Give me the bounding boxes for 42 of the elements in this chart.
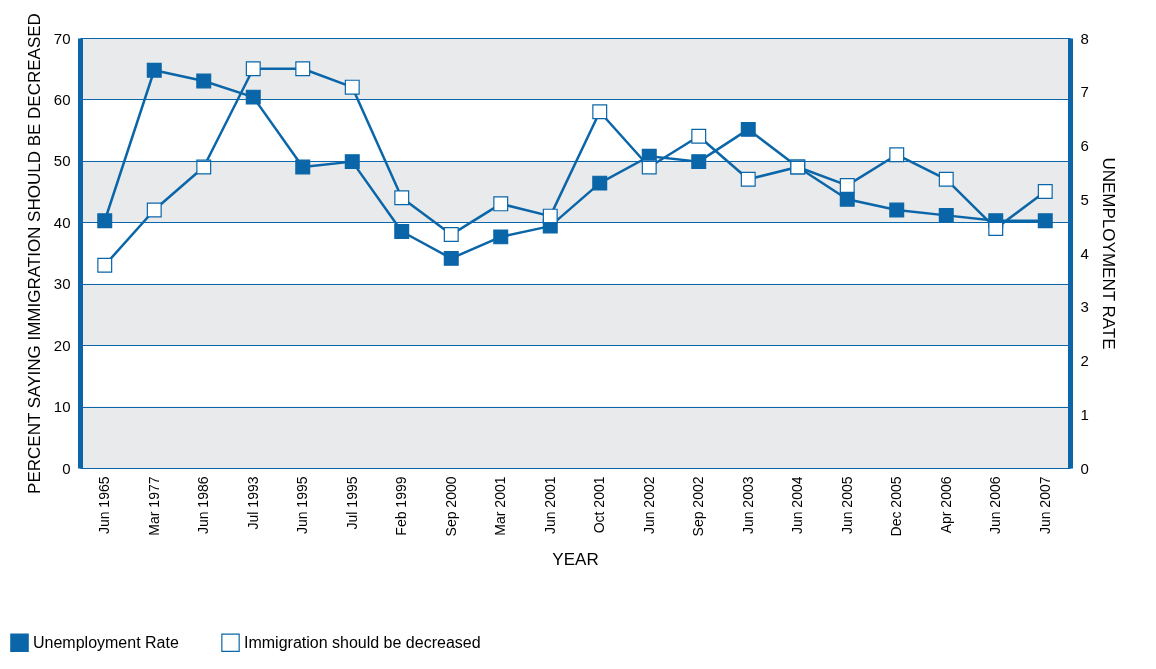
x-tick-label: Jun 2001	[541, 476, 558, 535]
x-tick-label: Jun 1995	[294, 476, 311, 535]
x-tick-label: Jun 2003	[739, 476, 756, 535]
y-tick-label: 20	[53, 336, 71, 354]
y-tick-label: 40	[53, 213, 71, 231]
x-tick-label: Jun 2004	[789, 476, 806, 535]
x-tick-label: Jul 1993	[244, 476, 261, 530]
y2-tick-label: 8	[1080, 29, 1089, 47]
legend-label: Unemployment Rate	[33, 633, 179, 651]
x-tick-label: Oct 2001	[591, 476, 608, 534]
x-tick-label: Mar 1977	[145, 476, 162, 536]
y2-tick-label: 1	[1080, 405, 1089, 423]
x-tick-label: Mar 2001	[492, 476, 509, 536]
y2-tick-label: 7	[1080, 83, 1089, 101]
y2-tick-label: 4	[1080, 244, 1089, 262]
x-axis-title: YEAR	[552, 550, 599, 570]
y2-axis-title: UNEMPLOYMENT RATE	[1098, 157, 1118, 350]
y2-tick-label: 5	[1080, 190, 1089, 208]
y-tick-label: 0	[62, 459, 71, 477]
x-tick-label: Jul 1995	[343, 476, 360, 530]
x-tick-label: Sep 2000	[442, 476, 459, 537]
y2-tick-label: 2	[1080, 352, 1089, 369]
y2-tick-label: 0	[1080, 459, 1089, 477]
y-axis-title: PERCENT SAYING IMMIGRATION SHOULD BE DECREASED	[24, 13, 44, 494]
x-tick-label: Feb 1999	[393, 476, 410, 536]
y-tick-label: 70	[53, 29, 71, 47]
y-tick-label: 60	[53, 90, 71, 108]
legend-label: Immigration should be decreased	[244, 633, 481, 651]
x-tick-label: Sep 2002	[690, 476, 707, 537]
x-tick-label: Jun 2002	[640, 476, 657, 535]
x-tick-label: Jun 2007	[1036, 476, 1053, 535]
y-tick-label: 50	[53, 152, 71, 170]
x-tick-label: Jun 2005	[838, 476, 855, 535]
y-tick-label: 10	[53, 398, 71, 416]
y-tick-label: 30	[53, 275, 71, 293]
x-tick-label: Dec 2005	[888, 476, 905, 537]
y2-tick-label: 6	[1080, 137, 1089, 154]
x-tick-label: Jun 1986	[195, 476, 212, 535]
x-tick-label: Jun 1965	[96, 476, 113, 535]
x-tick-label: Apr 2006	[937, 476, 954, 534]
x-tick-label: Jun 2006	[987, 476, 1004, 535]
y2-tick-label: 3	[1080, 298, 1089, 316]
